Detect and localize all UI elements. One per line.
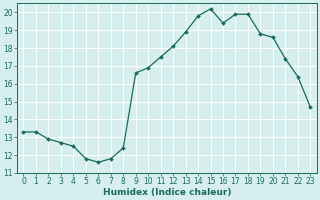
X-axis label: Humidex (Indice chaleur): Humidex (Indice chaleur) bbox=[103, 188, 231, 197]
